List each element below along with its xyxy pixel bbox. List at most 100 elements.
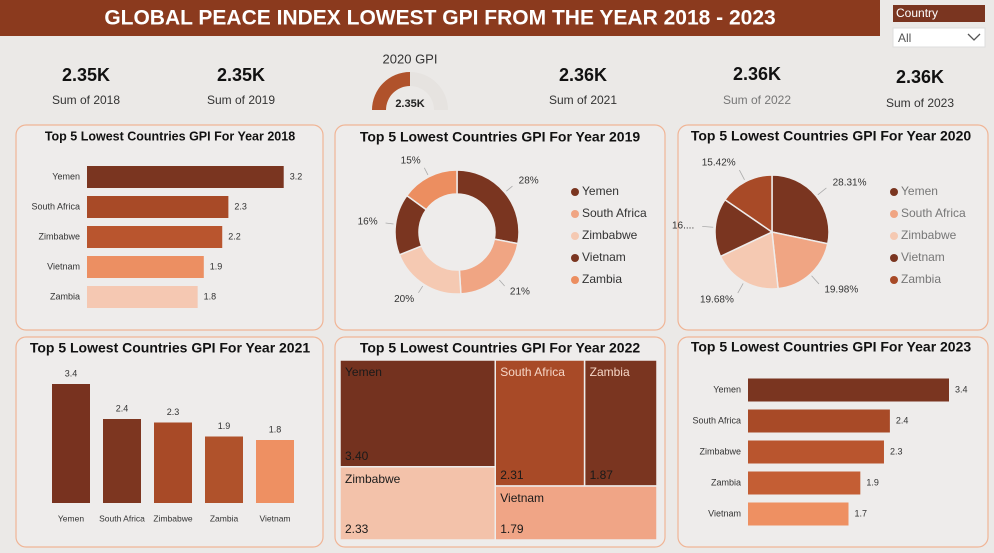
legend-label: Vietnam (582, 250, 626, 264)
leader-line (385, 222, 394, 225)
page-title: GLOBAL PEACE INDEX LOWEST GPI FROM THE Y… (104, 7, 775, 30)
kpi-value: 2.36K (733, 64, 781, 84)
data-label: 2.3 (167, 407, 180, 417)
category-label: Zimbabwe (153, 513, 192, 523)
leader-line (499, 279, 505, 287)
tile-value: 3.40 (345, 449, 369, 463)
kpi-label: Sum of 2023 (886, 96, 954, 110)
data-label: 1.7 (855, 508, 868, 518)
chart-title: Top 5 Lowest Countries GPI For Year 2018 (45, 129, 295, 143)
slicer[interactable]: Country All (892, 5, 986, 48)
legend-label: Zambia (901, 272, 941, 286)
legend-label: South Africa (582, 206, 647, 220)
kpi-value: 2.36K (559, 65, 607, 85)
dropdown-chevron[interactable] (967, 33, 981, 41)
data-label: 28% (519, 176, 539, 187)
slicer-value[interactable]: All (898, 31, 911, 45)
bar (87, 196, 229, 218)
tile-value: 2.33 (345, 522, 369, 536)
legend-marker (890, 276, 898, 284)
data-label: 21% (510, 287, 530, 298)
tile-name: South Africa (500, 365, 565, 379)
data-label: 28.31% (833, 178, 867, 189)
leader-line (423, 167, 429, 176)
data-label: 19.98% (824, 284, 858, 295)
treemap-tile (339, 359, 496, 468)
legend-label: Yemen (901, 184, 938, 198)
category-label: Vietnam (708, 508, 741, 518)
legend-label: Vietnam (901, 250, 945, 264)
legend-marker (890, 254, 898, 262)
column (205, 436, 243, 503)
tile-name: Zimbabwe (345, 472, 401, 486)
data-label: 2.4 (896, 415, 909, 425)
legend-marker (571, 254, 579, 262)
tile-value: 1.87 (590, 468, 614, 482)
treemap-tile (494, 485, 658, 541)
chart-title: Top 5 Lowest Countries GPI For Year 2023 (691, 339, 972, 355)
legend-marker (571, 232, 579, 240)
leader-line (418, 285, 424, 294)
legend-marker (890, 188, 898, 196)
column (256, 440, 294, 503)
treemap-tile (583, 359, 658, 487)
data-label: 1.9 (210, 261, 223, 271)
legend-marker (890, 210, 898, 218)
legend-marker (571, 210, 579, 218)
leader-line (506, 185, 513, 192)
leader-line (737, 283, 744, 294)
bar (748, 471, 861, 495)
data-label: 2.2 (228, 231, 241, 241)
category-label: Yemen (713, 384, 741, 394)
slicer-dropdown[interactable] (892, 27, 986, 48)
data-label: 2.3 (234, 201, 247, 211)
chart-title: Top 5 Lowest Countries GPI For Year 2022 (360, 340, 641, 356)
bar (748, 440, 884, 464)
leader-line (702, 225, 714, 228)
legend-label: Zimbabwe (901, 228, 957, 242)
column (103, 419, 141, 503)
tile-name: Vietnam (500, 491, 544, 505)
category-label: Vietnam (259, 513, 290, 523)
data-label: 15% (401, 155, 421, 166)
donut-segment (405, 169, 458, 211)
legend-label: South Africa (901, 206, 966, 220)
tile-name: Yemen (345, 365, 382, 379)
category-label: Yemen (52, 171, 80, 181)
kpi-label: Sum of 2018 (52, 93, 120, 107)
bar (87, 286, 198, 308)
category-label: Yemen (58, 513, 84, 523)
pie-slice (771, 174, 830, 245)
category-label: Zimbabwe (38, 231, 80, 241)
legend-marker (571, 276, 579, 284)
slicer-label: Country (896, 6, 938, 20)
category-label: South Africa (31, 201, 80, 211)
legend-marker (571, 188, 579, 196)
leader-line (739, 169, 745, 180)
data-label: 16.... (672, 220, 694, 231)
column (52, 384, 90, 503)
treemap-tile (339, 466, 496, 541)
legend-label: Yemen (582, 184, 619, 198)
tile-name: Zambia (590, 365, 630, 379)
gauge-value: 2.35K (395, 98, 424, 110)
pie-slice (714, 198, 774, 258)
bar (87, 226, 223, 248)
tile-value: 1.79 (500, 522, 524, 536)
data-label: 1.9 (218, 421, 231, 431)
kpi-value: 2.35K (217, 65, 265, 85)
data-label: 1.8 (269, 424, 282, 434)
pie-slice (723, 174, 773, 234)
data-label: 1.9 (866, 477, 879, 487)
data-label: 3.4 (65, 368, 78, 378)
slicer-header (893, 5, 985, 22)
category-label: South Africa (99, 513, 145, 523)
data-label: 2.3 (890, 446, 903, 456)
category-label: Vietnam (47, 261, 80, 271)
kpi-value: 2.35K (62, 65, 110, 85)
category-label: Zambia (210, 513, 239, 523)
pie-slice (771, 231, 829, 290)
pie-slice (719, 230, 779, 290)
